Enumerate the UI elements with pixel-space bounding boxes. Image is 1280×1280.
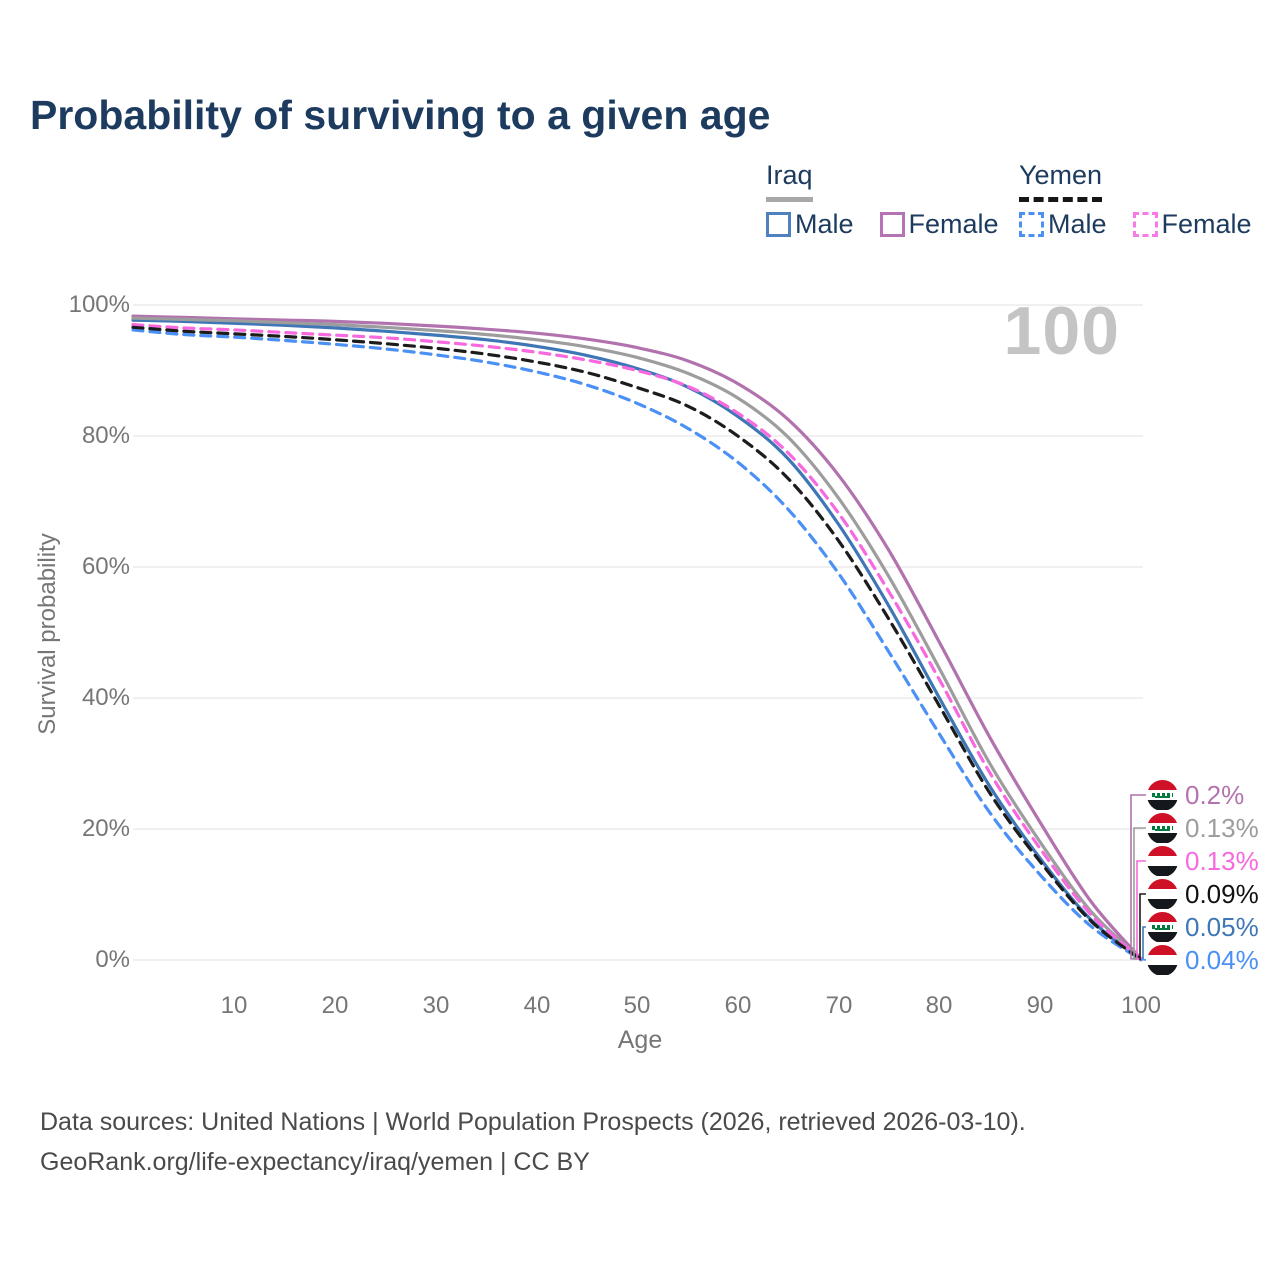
end-label-yemen-male: 0.04% xyxy=(1147,944,1259,976)
legend-item-label: Male xyxy=(1048,209,1107,239)
yemen-flag-icon xyxy=(1147,878,1178,910)
end-value: 0.13% xyxy=(1185,845,1259,876)
legend-item-yemen-male[interactable]: Male xyxy=(1019,209,1107,240)
legend-country-iraq: Iraq xyxy=(766,160,813,202)
legend-item-iraq-male[interactable]: Male xyxy=(766,209,854,240)
legend-item-label: Female xyxy=(908,209,999,239)
iraq-flag-icon xyxy=(1147,779,1178,811)
x-tick-label: 20 xyxy=(321,992,349,1019)
series-line-iraq-both-sexes xyxy=(131,316,1143,961)
yemen-flag-icon xyxy=(1147,944,1178,976)
legend-item-label: Male xyxy=(795,209,854,239)
legend-items-yemen: Male Female xyxy=(1019,209,1272,240)
x-tick-label: 30 xyxy=(422,992,450,1019)
end-label-iraq-female: 0.2% xyxy=(1147,779,1244,811)
series-line-iraq-male xyxy=(131,318,1143,962)
iraq-male-swatch-icon xyxy=(766,212,791,237)
series-line-yemen-male xyxy=(131,328,1143,962)
x-tick-label: 90 xyxy=(1026,992,1054,1019)
x-tick-label: 70 xyxy=(825,992,853,1019)
y-tick-label: 40% xyxy=(81,684,130,711)
end-value: 0.04% xyxy=(1185,944,1259,975)
end-value: 0.2% xyxy=(1185,779,1245,810)
y-tick-label: 80% xyxy=(81,422,130,449)
end-label-connector xyxy=(1141,926,1146,961)
end-label-iraq-both: 0.13% xyxy=(1147,812,1259,844)
x-tick-label: 50 xyxy=(623,992,651,1019)
legend-item-yemen-female[interactable]: Female xyxy=(1132,209,1252,240)
yemen-male-swatch-icon xyxy=(1019,212,1044,237)
y-tick-label: 0% xyxy=(95,946,130,973)
end-value: 0.09% xyxy=(1185,878,1259,909)
end-label-connector xyxy=(1139,893,1146,961)
page-title: Probability of surviving to a given age xyxy=(30,92,771,138)
legend-items-iraq: Male Female xyxy=(766,209,1019,240)
legend-item-iraq-female[interactable]: Female xyxy=(879,209,999,240)
end-label-connector xyxy=(1136,860,1146,960)
end-label-yemen-both: 0.09% xyxy=(1147,878,1259,910)
x-axis-title: Age xyxy=(617,1026,663,1054)
yemen-flag-icon xyxy=(1147,845,1178,877)
legend-country-yemen: Yemen xyxy=(1019,160,1103,202)
x-tick-label: 60 xyxy=(724,992,752,1019)
x-tick-label: 10 xyxy=(220,992,248,1019)
end-value: 0.13% xyxy=(1185,812,1259,843)
y-tick-label: 20% xyxy=(81,815,130,842)
iraq-flag-icon xyxy=(1147,812,1178,844)
end-label-yemen-female: 0.13% xyxy=(1147,845,1259,877)
data-sources-note: Data sources: United Nations | World Pop… xyxy=(40,1108,1026,1136)
series-line-yemen-female xyxy=(131,323,1143,961)
legend-group-yemen: Yemen Male Female xyxy=(1019,160,1272,240)
y-tick-label: 100% xyxy=(68,291,130,318)
x-tick-label: 40 xyxy=(523,992,551,1019)
y-axis-title: Survival probability xyxy=(34,533,61,735)
yemen-female-swatch-icon xyxy=(1132,212,1158,237)
iraq-female-swatch-icon xyxy=(879,212,905,237)
y-tick-label: 60% xyxy=(81,553,130,580)
x-tick-label: 100 xyxy=(1120,992,1162,1019)
end-value: 0.05% xyxy=(1185,911,1259,942)
x-tick-label: 80 xyxy=(925,992,953,1019)
end-label-iraq-male: 0.05% xyxy=(1147,911,1259,943)
iraq-flag-icon xyxy=(1147,911,1178,943)
legend-item-label: Female xyxy=(1161,209,1252,239)
series-line-yemen-both-sexes xyxy=(131,325,1143,961)
source-url-note: GeoRank.org/life-expectancy/iraq/yemen |… xyxy=(40,1148,590,1176)
age-watermark: 100 xyxy=(1003,293,1120,369)
legend-group-iraq: Iraq Male Female xyxy=(766,160,1019,240)
series-line-iraq-female xyxy=(131,314,1143,961)
